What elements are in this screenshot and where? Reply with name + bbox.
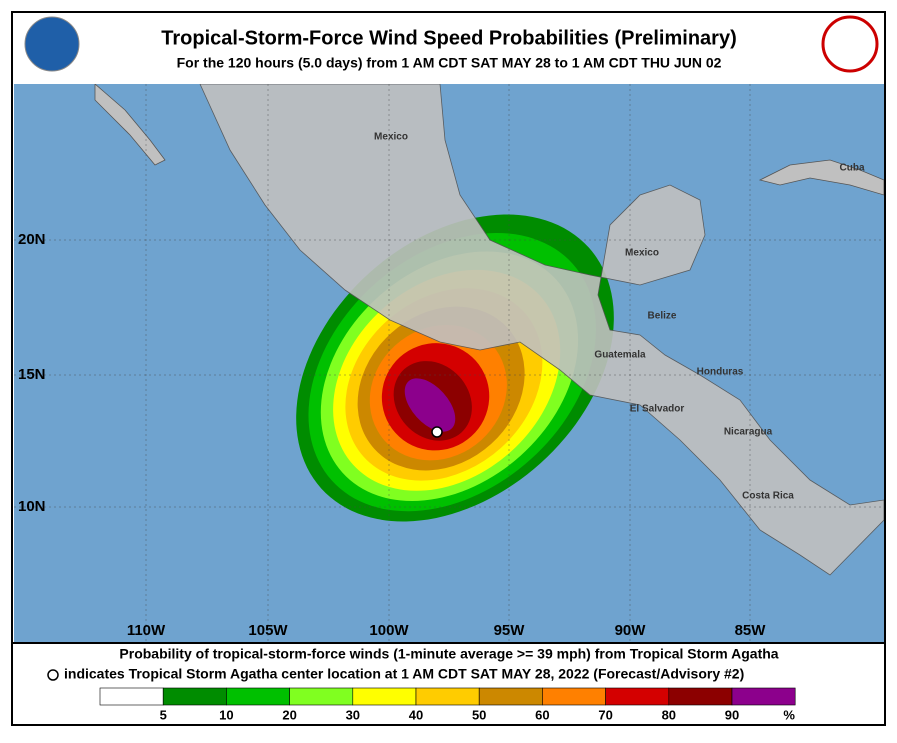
legend-swatch — [226, 687, 290, 706]
legend-swatch — [605, 687, 670, 706]
map-body: 20N 15N 10N 110W 105W 100W 95W 90W 85W Mexico Cub… — [14, 84, 884, 642]
legend-swatch — [731, 687, 796, 706]
lon-label: 95W — [494, 622, 526, 639]
place-label: Honduras — [697, 367, 744, 378]
legend-label: 20 — [282, 707, 296, 722]
place-label: Nicaragua — [724, 427, 773, 438]
land — [199, 84, 884, 576]
legend-swatch — [289, 687, 354, 706]
lat-label: 15N — [18, 366, 46, 383]
legend-label: 5 — [160, 707, 167, 722]
legend: 5 10 20 30 40 50 60 70 80 90% — [99, 687, 796, 722]
legend-swatch — [478, 687, 543, 706]
storm-center — [431, 426, 443, 438]
grid: 20N 15N 10N 110W 105W 100W 95W 90W 85W — [14, 84, 884, 642]
lat-label: 10N — [18, 498, 46, 515]
legend-label: 90 — [725, 707, 739, 722]
legend-swatch — [415, 687, 480, 706]
legend-label: % — [783, 707, 795, 722]
footer-line2: indicates Tropical Storm Agatha center l… — [64, 666, 744, 682]
legend-swatch — [542, 687, 606, 706]
legend-label: 40 — [409, 707, 423, 722]
legend-label: 80 — [662, 707, 676, 722]
cuba — [758, 159, 884, 196]
lat-label: 20N — [18, 231, 46, 248]
lon-label: 105W — [248, 622, 288, 639]
legend-label: 30 — [346, 707, 360, 722]
noaa-logo — [24, 16, 80, 72]
legend-swatch — [668, 687, 733, 706]
place-label: Cuba — [840, 163, 865, 174]
legend-label: 70 — [598, 707, 612, 722]
center-symbol — [47, 669, 59, 681]
lon-label: 85W — [735, 622, 767, 639]
legend-swatch — [352, 687, 417, 706]
baja — [94, 84, 166, 166]
places: Mexico Cuba Mexico Belize Guatemala Honduras E… — [374, 132, 865, 502]
place-label: Costa Rica — [742, 491, 794, 502]
legend-swatch — [99, 687, 164, 706]
place-label: Belize — [648, 311, 677, 322]
place-label: Guatemala — [594, 350, 646, 361]
probability-band — [404, 378, 456, 432]
place-label: Mexico — [625, 248, 659, 259]
legend-label: 60 — [535, 707, 549, 722]
title: Tropical-Storm-Force Wind Speed Probabil… — [161, 27, 737, 49]
map: 20N 15N 10N 110W 105W 100W 95W 90W 85W Mexico Cub… — [14, 84, 884, 642]
legend-label: 50 — [472, 707, 486, 722]
lon-label: 100W — [369, 622, 409, 639]
lon-label: 110W — [127, 622, 166, 639]
legend-swatch — [162, 687, 227, 706]
place-label: Mexico — [374, 132, 408, 143]
place-label: El Salvador — [630, 404, 685, 415]
nws-logo — [821, 15, 879, 73]
lon-label: 90W — [615, 622, 647, 639]
footer-line1: Probability of tropical-storm-force wind… — [119, 646, 778, 662]
subtitle: For the 120 hours (5.0 days) from 1 AM C… — [177, 55, 722, 71]
legend-label: 10 — [219, 707, 233, 722]
